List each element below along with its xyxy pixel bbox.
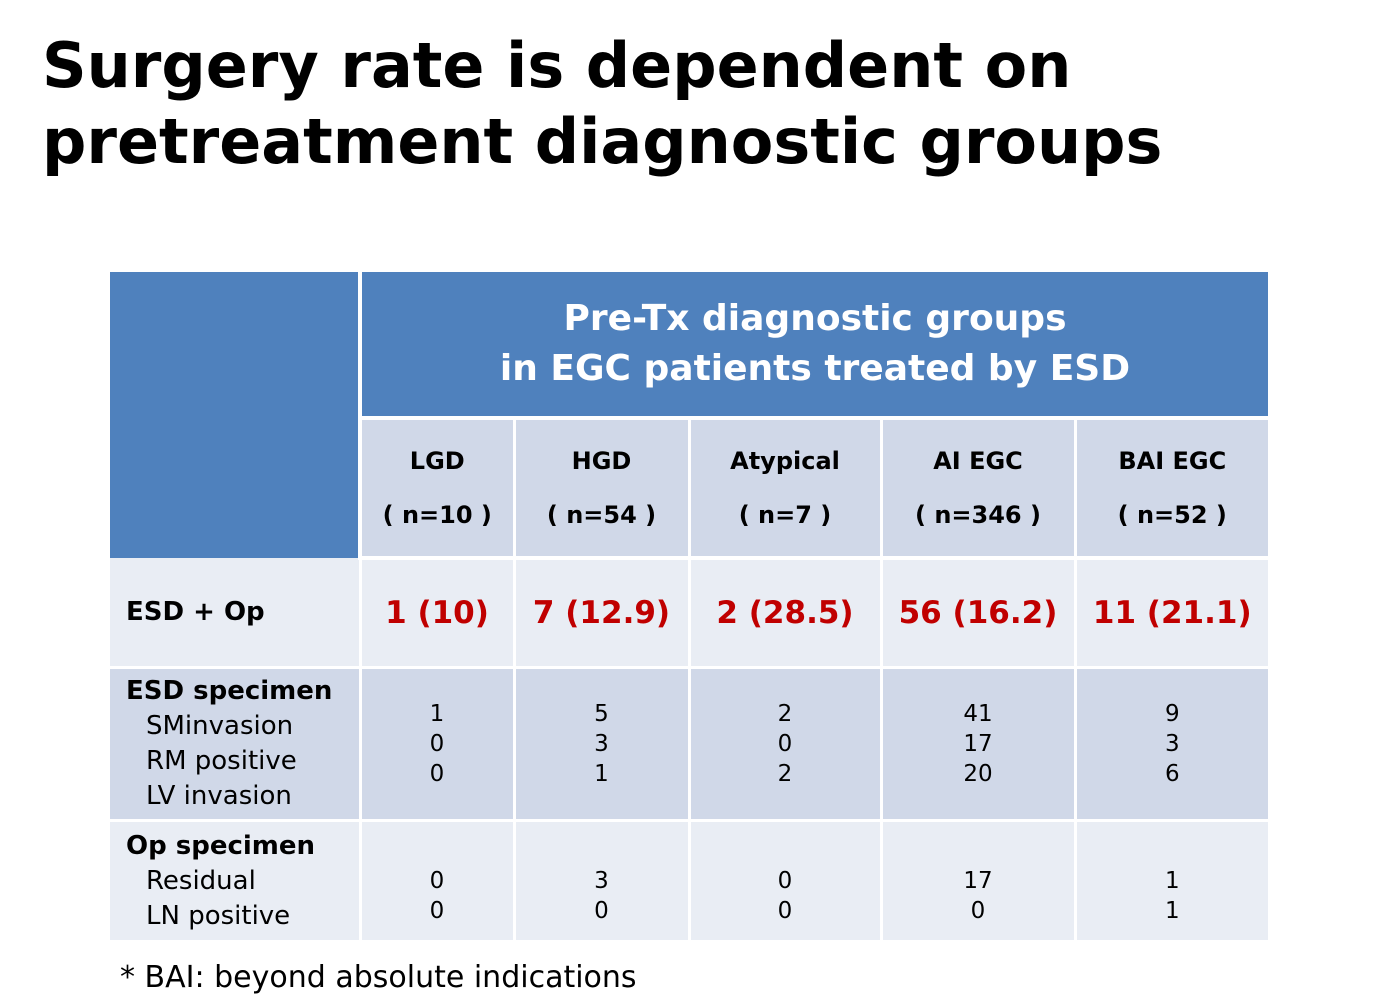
row-label-esd-op: ESD + Op bbox=[110, 558, 362, 669]
cell-value: 0 bbox=[429, 898, 445, 924]
column-header-lgd: LGD ( n=10 ) bbox=[358, 418, 514, 560]
group-header-line1: Pre-Tx diagnostic groups bbox=[563, 298, 1067, 339]
op-specimen-sublabel: Residual bbox=[146, 865, 256, 896]
cell-value: 0 bbox=[429, 761, 445, 787]
slide-title-line1: Surgery rate is dependent on bbox=[42, 29, 1072, 102]
cell-value: 20 bbox=[963, 761, 993, 787]
slide-title: Surgery rate is dependent on pretreatmen… bbox=[42, 28, 1342, 180]
cell-value: 41 bbox=[963, 701, 993, 727]
esd-specimen-bai-egc: 9 3 6 bbox=[1073, 667, 1269, 822]
table-row-esd-op: ESD + Op 1 (10) 7 (12.9) 2 (28.5) 56 (16… bbox=[110, 558, 1269, 669]
op-specimen-atypical: 0 0 bbox=[687, 820, 881, 940]
op-specimen-sublabel: LN positive bbox=[146, 900, 291, 931]
esd-op-value-lgd: 1 (10) bbox=[358, 558, 514, 669]
cell-value: 1 bbox=[1164, 898, 1180, 924]
esd-specimen-sublabel: RM positive bbox=[146, 746, 297, 776]
group-header: Pre-Tx diagnostic groups in EGC patients… bbox=[360, 272, 1269, 420]
cell-value: 1 bbox=[1164, 868, 1180, 894]
column-name: Atypical bbox=[730, 447, 840, 475]
cell-value: 1 bbox=[594, 761, 609, 787]
esd-specimen-heading: ESD specimen bbox=[126, 676, 333, 706]
cell-value: 3 bbox=[594, 731, 609, 757]
cell-value: 2 bbox=[777, 701, 793, 727]
esd-specimen-atypical: 2 0 2 bbox=[687, 667, 881, 822]
cell-value: 6 bbox=[1164, 761, 1180, 787]
esd-specimen-hgd: 5 3 1 bbox=[512, 667, 689, 822]
column-header-atypical: Atypical ( n=7 ) bbox=[687, 418, 881, 560]
slide-title-line2: pretreatment diagnostic groups bbox=[42, 105, 1163, 178]
column-header-ai-egc: AI EGC ( n=346 ) bbox=[879, 418, 1075, 560]
footnote: * BAI: beyond absolute indications bbox=[120, 960, 637, 995]
op-specimen-heading: Op specimen bbox=[126, 830, 316, 861]
cell-value: 17 bbox=[963, 868, 993, 894]
row-label-esd-specimen: ESD specimen SMinvasion RM positive LV i… bbox=[110, 667, 362, 822]
column-header-bai-egc: BAI EGC ( n=52 ) bbox=[1073, 418, 1269, 560]
column-name: AI EGC bbox=[933, 447, 1023, 475]
cell-value: 0 bbox=[777, 898, 793, 924]
op-specimen-bai-egc: 1 1 bbox=[1073, 820, 1269, 940]
column-count: ( n=52 ) bbox=[1117, 501, 1227, 529]
cell-value: 2 bbox=[777, 761, 793, 787]
op-specimen-lgd: 0 0 bbox=[358, 820, 514, 940]
column-header-hgd: HGD ( n=54 ) bbox=[512, 418, 689, 560]
op-specimen-ai-egc: 17 0 bbox=[879, 820, 1075, 940]
cell-value: 5 bbox=[594, 701, 609, 727]
cell-value: 3 bbox=[594, 868, 609, 894]
esd-op-value-atypical: 2 (28.5) bbox=[687, 558, 881, 669]
esd-specimen-ai-egc: 41 17 20 bbox=[879, 667, 1075, 822]
column-count: ( n=54 ) bbox=[546, 501, 657, 529]
cell-value: 9 bbox=[1164, 701, 1180, 727]
table-corner-cell bbox=[110, 272, 362, 558]
row-label-op-specimen: Op specimen Residual LN positive bbox=[110, 820, 362, 940]
cell-value: 1 bbox=[429, 701, 445, 727]
cell-value: 0 bbox=[429, 868, 445, 894]
esd-specimen-sublabel: LV invasion bbox=[146, 781, 292, 811]
column-name: LGD bbox=[409, 447, 465, 475]
cell-value: 0 bbox=[777, 868, 793, 894]
cell-value: 0 bbox=[970, 898, 986, 924]
table-row-op-specimen: Op specimen Residual LN positive 0 0 3 0… bbox=[110, 820, 1269, 940]
column-count: ( n=346 ) bbox=[915, 501, 1041, 529]
esd-specimen-lgd: 1 0 0 bbox=[358, 667, 514, 822]
column-count: ( n=7 ) bbox=[738, 501, 832, 529]
cell-value: 3 bbox=[1164, 731, 1180, 757]
cell-value: 17 bbox=[963, 731, 993, 757]
esd-op-value-bai-egc: 11 (21.1) bbox=[1073, 558, 1269, 669]
esd-op-value-ai-egc: 56 (16.2) bbox=[879, 558, 1075, 669]
esd-op-value-hgd: 7 (12.9) bbox=[512, 558, 689, 669]
esd-specimen-sublabel: SMinvasion bbox=[146, 711, 294, 741]
group-header-line2: in EGC patients treated by ESD bbox=[499, 348, 1131, 389]
column-name: HGD bbox=[571, 447, 632, 475]
table-row-esd-specimen: ESD specimen SMinvasion RM positive LV i… bbox=[110, 667, 1269, 822]
column-count: ( n=10 ) bbox=[382, 501, 492, 529]
surgery-rate-table: Pre-Tx diagnostic groups in EGC patients… bbox=[110, 272, 1269, 940]
cell-value: 0 bbox=[594, 898, 609, 924]
column-name: BAI EGC bbox=[1118, 447, 1227, 475]
cell-value: 0 bbox=[777, 731, 793, 757]
op-specimen-hgd: 3 0 bbox=[512, 820, 689, 940]
cell-value: 0 bbox=[429, 731, 445, 757]
